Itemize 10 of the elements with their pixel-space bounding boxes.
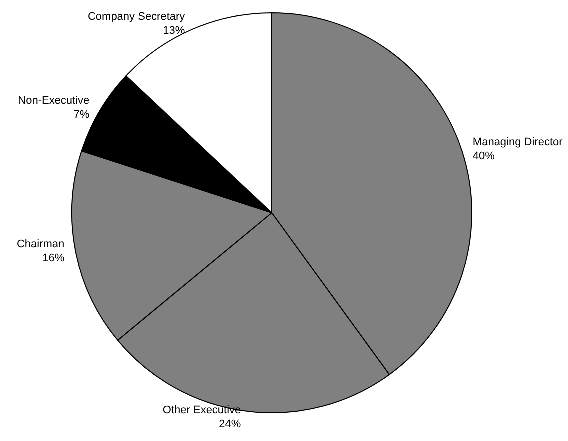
slice-label: Managing Director xyxy=(472,136,564,148)
slice-label: Non-Executive xyxy=(18,95,90,108)
data-label: 13% xyxy=(163,24,186,37)
data-label: 7% xyxy=(74,109,90,122)
data-label: 24% xyxy=(219,418,242,430)
slice-label: Chairman xyxy=(16,238,65,251)
slice-label: Other Executive xyxy=(162,404,242,416)
slice-label: Company Secretary xyxy=(88,10,186,23)
data-label: 40% xyxy=(472,150,496,162)
data-label: 16% xyxy=(42,252,65,265)
